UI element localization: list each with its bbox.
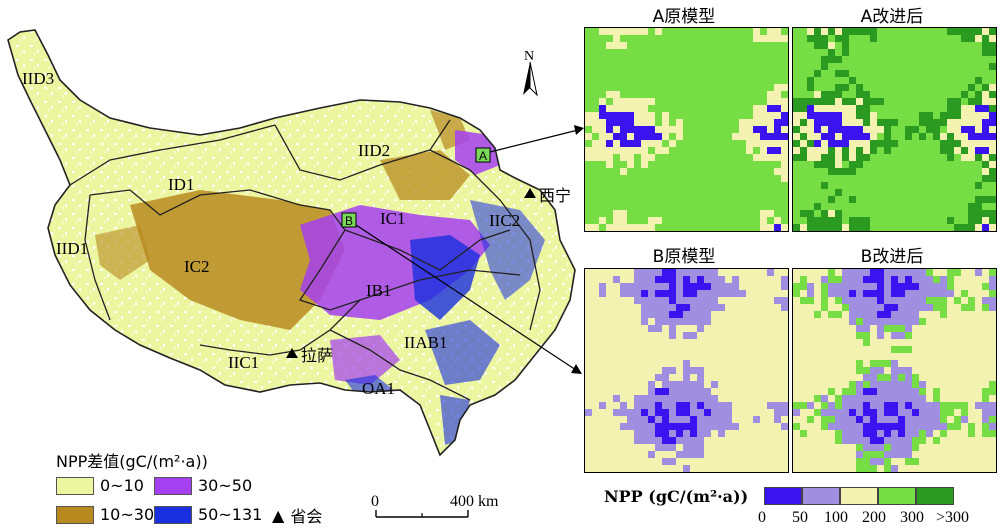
panel-b-improved: [792, 268, 997, 473]
legend-swatch: [154, 505, 192, 524]
panel-a-improved: [792, 27, 997, 232]
marker-a-label: A: [479, 149, 487, 163]
legend-label: 0~10: [100, 476, 144, 495]
npp-swatch-300-plus: [916, 487, 954, 505]
region-boundaries: [69, 119, 541, 401]
npp-legend-title: NPP (gC/(m²·a)): [604, 487, 749, 506]
npp-tick-50: 50: [792, 509, 808, 526]
legend-swatch: [56, 476, 94, 495]
npp-tick-100: 100: [824, 509, 848, 526]
legend-item-0-10: 0~10: [56, 476, 144, 495]
region-label-ic1: IC1: [380, 209, 406, 228]
npp-swatch-50-100: [802, 487, 840, 505]
north-label: N: [524, 49, 534, 64]
marker-b-label: B: [345, 214, 353, 228]
region-label-iic2: IIC2: [489, 211, 520, 230]
npp-swatch-200-300: [878, 487, 916, 505]
region-label-ic2: IC2: [184, 257, 210, 276]
lhasa-capital-marker: [286, 348, 298, 358]
legend-label: 50~131: [198, 505, 263, 524]
north-arrow-icon: [523, 61, 538, 97]
legend-swatch: [56, 505, 94, 524]
panel-a-improved-title: A改进后: [860, 7, 924, 27]
region-label-oa1: OA1: [362, 379, 395, 398]
legend-item-capital: ▲ 省会: [272, 503, 322, 527]
panel-b-original: [584, 268, 789, 473]
panel-b-improved-title: B改进后: [860, 247, 924, 267]
arrow-b-head: [571, 364, 582, 374]
xining-capital-marker: [524, 188, 536, 198]
legend-item-10-30: 10~30: [56, 505, 154, 524]
plateau-boundary: [7, 29, 576, 457]
legend-label: 省会: [290, 507, 323, 526]
legend-item-30-50: 30~50: [154, 476, 252, 495]
region-label-iiab1: IIAB1: [404, 333, 447, 352]
npp-tick-300: 300: [900, 509, 924, 526]
npp-swatch-0-50: [764, 487, 802, 505]
scale-bar: [375, 510, 469, 518]
lhasa-label: 拉萨: [301, 346, 333, 365]
panel-a-original-title: A原模型: [652, 7, 716, 27]
region-label-iid2: IID2: [358, 141, 390, 160]
legend-item-50-131: 50~131: [154, 505, 262, 524]
marker-b-box: [341, 212, 357, 228]
arrow-to-panel-a: [489, 129, 579, 153]
npp-colorbar: [764, 487, 954, 505]
arrow-a-head: [574, 125, 584, 135]
marker-a-box: [475, 147, 491, 163]
npp-tick-0: 0: [758, 509, 766, 526]
legend-label: 30~50: [198, 476, 253, 495]
region-label-id1: ID1: [168, 175, 194, 194]
capital-triangle-icon: ▲: [272, 505, 285, 525]
npp-tick-300-plus: >300: [936, 509, 970, 526]
arrow-to-panel-b: [355, 224, 577, 371]
npp-difference-fill: [8, 30, 575, 455]
legend-title: NPP差值(gC/(m²·a)): [56, 452, 208, 471]
xining-label: 西宁: [539, 186, 571, 205]
npp-swatch-100-200: [840, 487, 878, 505]
legend-swatch: [154, 476, 192, 495]
npp-tick-200: 200: [862, 509, 886, 526]
region-label-ib1: IB1: [366, 281, 392, 300]
region-label-iic1: IIC1: [228, 353, 259, 372]
panel-b-original-title: B原模型: [652, 247, 716, 267]
scale-start-label: 0: [371, 493, 379, 510]
region-label-iid3: IID3: [22, 69, 54, 88]
scale-end-label: 400 km: [450, 493, 499, 510]
region-label-iid1: IID1: [56, 239, 88, 258]
legend-label: 10~30: [100, 505, 155, 524]
panel-a-original: [584, 27, 789, 232]
